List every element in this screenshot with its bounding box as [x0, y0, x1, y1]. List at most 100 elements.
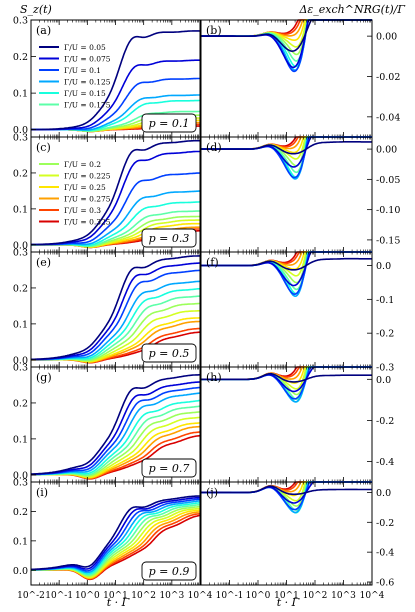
- y-tick-label: 0.0: [376, 488, 391, 499]
- p-label: p = 0.9: [149, 565, 190, 578]
- panel-h: 0.0 -0.2 -0.4 (h): [200, 366, 394, 483]
- y-tick-label: 0.0: [13, 240, 28, 251]
- y-tick-label: -0.2: [376, 416, 394, 427]
- y-tick-label: 0.0: [376, 261, 391, 272]
- panel-label: (i): [36, 486, 48, 499]
- y-tick-label: 0.1: [13, 434, 28, 445]
- panel-label: (a): [36, 24, 51, 37]
- x-tick-label: 10^3: [331, 591, 356, 601]
- panel-label: (d): [206, 141, 222, 154]
- panel-j: 10^-1 10^0 10^1 10^2 10^3 10^4 0.0 -0.2 -0.4 -0.6…: [200, 481, 394, 601]
- y-tick-label: -0.05: [376, 175, 400, 186]
- legend-a: Γ/U = 0.05 Γ/U = 0.075 Γ/U = 0.1 Γ/U = 0.12…: [39, 43, 111, 110]
- panel-label: (c): [36, 141, 51, 154]
- x-tick-label: 10^-2: [17, 591, 45, 601]
- y-tick-label: 0.0: [376, 375, 391, 386]
- series-line-1: [31, 139, 200, 246]
- panel-frame: [200, 136, 373, 253]
- panel-e: 0.0 0.1 0.2 0.3 (e) p = 0.5: [13, 248, 201, 368]
- y-tick-label: -0.1: [376, 295, 394, 306]
- y-tick-label: -0.10: [376, 205, 400, 216]
- legend-label: Γ/U = 0.075: [64, 55, 111, 64]
- legend-label: Γ/U = 0.3: [64, 206, 101, 215]
- panel-f: 0.0 -0.1 -0.2 -0.3 (f): [200, 251, 394, 374]
- panel-label: (f): [206, 256, 219, 269]
- y-tick-label: -0.04: [376, 112, 400, 123]
- p-label-box: [141, 458, 197, 478]
- x-tick-label: 10^2: [131, 591, 156, 601]
- y-tick-label: -0.15: [376, 235, 400, 246]
- y-tick-label: 0.2: [13, 507, 28, 518]
- x-tick-label: 10^-1: [216, 591, 244, 601]
- y-tick-label: 0.0: [13, 566, 28, 577]
- y-tick-label: 0.3: [13, 478, 28, 489]
- legend-label: Γ/U = 0.275: [64, 195, 111, 204]
- panel-a: 0.00.10.20.3(a)p = 0.1Γ/U = 0.05Γ/U = 0.…: [13, 16, 201, 138]
- x-axis-label-left: t · Γ: [107, 596, 130, 609]
- panel-frame: [200, 366, 373, 483]
- y-tick-label: -0.4: [376, 457, 394, 468]
- y-tick-label: 0.0: [13, 355, 28, 366]
- y-tick-label: 0.0: [13, 125, 28, 136]
- series-line-1: [201, 257, 372, 271]
- y-tick-label: 0.3: [13, 248, 28, 259]
- panel-label: (h): [206, 371, 222, 384]
- p-label-box: [141, 113, 197, 133]
- y-tick-label: 0.1: [13, 204, 28, 215]
- y-tick-label: -0.2: [376, 518, 394, 529]
- x-tick-label: 10^-1: [45, 591, 73, 601]
- legend-label: Γ/U = 0.2: [64, 160, 101, 169]
- series-line-1: [30, 255, 200, 361]
- y-tick-label: 0.1: [13, 89, 28, 100]
- y-tick-label: 0.2: [13, 398, 28, 409]
- y-tick-label: -0.02: [376, 72, 400, 83]
- x-tick-label: 10^3: [159, 591, 184, 601]
- panel-label: (e): [36, 256, 51, 269]
- legend-label: Γ/U = 0.125: [64, 78, 111, 87]
- p-label: p = 0.3: [149, 232, 190, 245]
- legend-label: Γ/U = 0.15: [64, 89, 106, 98]
- left-title: S_z(t): [20, 3, 52, 16]
- y-tick-label: -0.2: [376, 329, 394, 340]
- x-tick-label: 10^1: [103, 591, 128, 601]
- p-label: p = 0.1: [149, 117, 190, 130]
- y-tick-label: 0.00: [376, 145, 397, 156]
- series-line-1: [31, 30, 201, 131]
- panel-d: 0.00 -0.05 -0.10 -0.15 (d): [200, 136, 400, 253]
- y-tick-label: 0.2: [13, 283, 28, 294]
- series-line-1: [201, 485, 372, 496]
- y-tick-label: -0.6: [376, 578, 394, 589]
- y-tick-label: 0.00: [376, 32, 397, 43]
- x-tick-label: 10^4: [188, 591, 213, 601]
- series-line-1: [30, 374, 200, 475]
- x-tick-label: 10^0: [246, 591, 271, 601]
- panel-g: 0.0 0.1 0.2 0.3 (g) p = 0.7: [13, 363, 201, 483]
- panel-label: (g): [36, 371, 52, 384]
- p-label-box: [141, 228, 197, 248]
- legend-c: Γ/U = 0.2 Γ/U = 0.225 Γ/U = 0.25 Γ/U = 0.27…: [39, 160, 111, 227]
- y-tick-label: 0.3: [13, 133, 28, 144]
- x-tick-label: 10^0: [75, 591, 100, 601]
- p-label-box: [141, 343, 197, 363]
- y-tick-label: 0.2: [13, 52, 28, 63]
- p-label: p = 0.7: [149, 462, 190, 475]
- y-tick-label: -0.4: [376, 548, 394, 559]
- legend-label: Γ/U = 0.25: [64, 183, 106, 192]
- legend-label: Γ/U = 0.1: [64, 66, 101, 75]
- panel-label: (b): [206, 24, 222, 37]
- series-line-4: [201, 136, 372, 180]
- legend-label: Γ/U = 0.225: [64, 172, 111, 181]
- x-tick-label: 10^1: [274, 591, 299, 601]
- x-tick-label: 10^2: [303, 591, 328, 601]
- legend-label: Γ/U = 0.175: [64, 101, 111, 110]
- y-tick-label: 0.2: [13, 168, 28, 179]
- series-line-1: [31, 495, 200, 571]
- series-line-1: [201, 372, 372, 383]
- panel-b: 0.00 -0.02 -0.04 (b): [200, 19, 400, 138]
- legend-label: Γ/U = 0.325: [64, 218, 111, 227]
- y-tick-label: 0.0: [13, 470, 28, 481]
- x-tick-label: 10^4: [360, 591, 385, 601]
- y-tick-label: 0.1: [13, 536, 28, 547]
- panel-label: (j): [206, 486, 218, 499]
